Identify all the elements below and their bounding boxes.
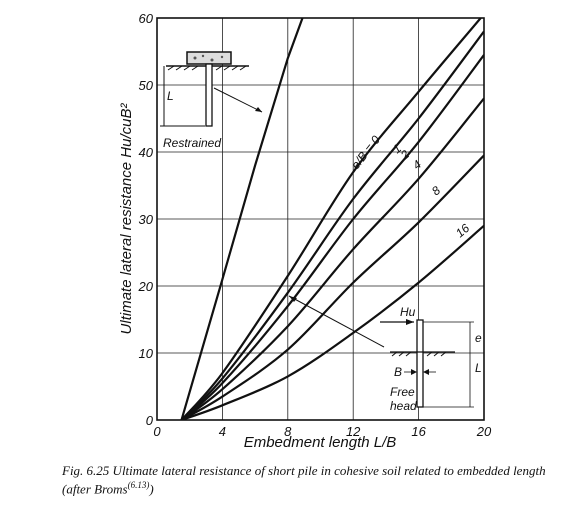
- free-head-label-line2: head: [390, 399, 417, 413]
- y-tick-label: 30: [139, 212, 154, 227]
- curve-restrained: [180, 18, 304, 420]
- caption-reference: (6.13): [127, 480, 150, 490]
- caption-close: ): [149, 481, 154, 497]
- free-head-B-label: B: [394, 365, 402, 379]
- x-tick-label: 20: [476, 424, 492, 439]
- x-tick-label: 0: [153, 424, 161, 439]
- free-head-e-label: e: [475, 331, 482, 345]
- curve-0: [180, 18, 482, 420]
- caption-text: Fig. 6.25 Ultimate lateral resistance of…: [62, 463, 546, 497]
- y-tick-label: 0: [146, 413, 154, 428]
- y-tick-labels: 0 10 20 30 40 50 60: [138, 11, 154, 428]
- free-head-pointer: [288, 295, 385, 348]
- free-head-force-label: Hu: [400, 305, 416, 319]
- free-head-pile-diagram: Hu e L B Free head: [380, 305, 482, 413]
- figure-caption: Fig. 6.25 Ultimate lateral resistance of…: [62, 463, 562, 496]
- y-tick-label: 20: [138, 279, 154, 294]
- y-tick-label: 10: [139, 346, 154, 361]
- curve-4: [180, 97, 484, 420]
- curve-label-8: 8: [429, 183, 443, 198]
- plot-frame: [156, 17, 485, 421]
- restrained-pile-diagram: L: [160, 51, 263, 127]
- x-axis-label: Embedment length L/B: [244, 434, 397, 451]
- x-tick-label: 16: [411, 424, 426, 439]
- restrained-label: Restrained: [163, 136, 221, 150]
- curve-1: [180, 30, 484, 420]
- y-tick-label: 60: [139, 11, 154, 26]
- curves: [180, 18, 484, 420]
- y-axis-label: Ultimate lateral resistance Hu/cuB²: [118, 103, 135, 335]
- x-tick-label: 8: [284, 424, 292, 439]
- plot-border: [156, 17, 485, 421]
- free-head-L-label: L: [475, 361, 482, 375]
- y-tick-label: 50: [139, 78, 154, 93]
- curve-16: [181, 224, 484, 420]
- restrained-dim-label: L: [167, 89, 174, 103]
- curve-2: [180, 54, 484, 420]
- curve-8: [180, 154, 484, 420]
- x-tick-label: 4: [219, 424, 226, 439]
- curve-label-4: 4: [410, 157, 424, 172]
- free-head-label-line1: Free: [390, 385, 415, 399]
- x-tick-label: 12: [346, 424, 361, 439]
- x-tick-labels: 0 4 8 12 16 20: [153, 424, 492, 439]
- y-tick-label: 40: [139, 145, 154, 160]
